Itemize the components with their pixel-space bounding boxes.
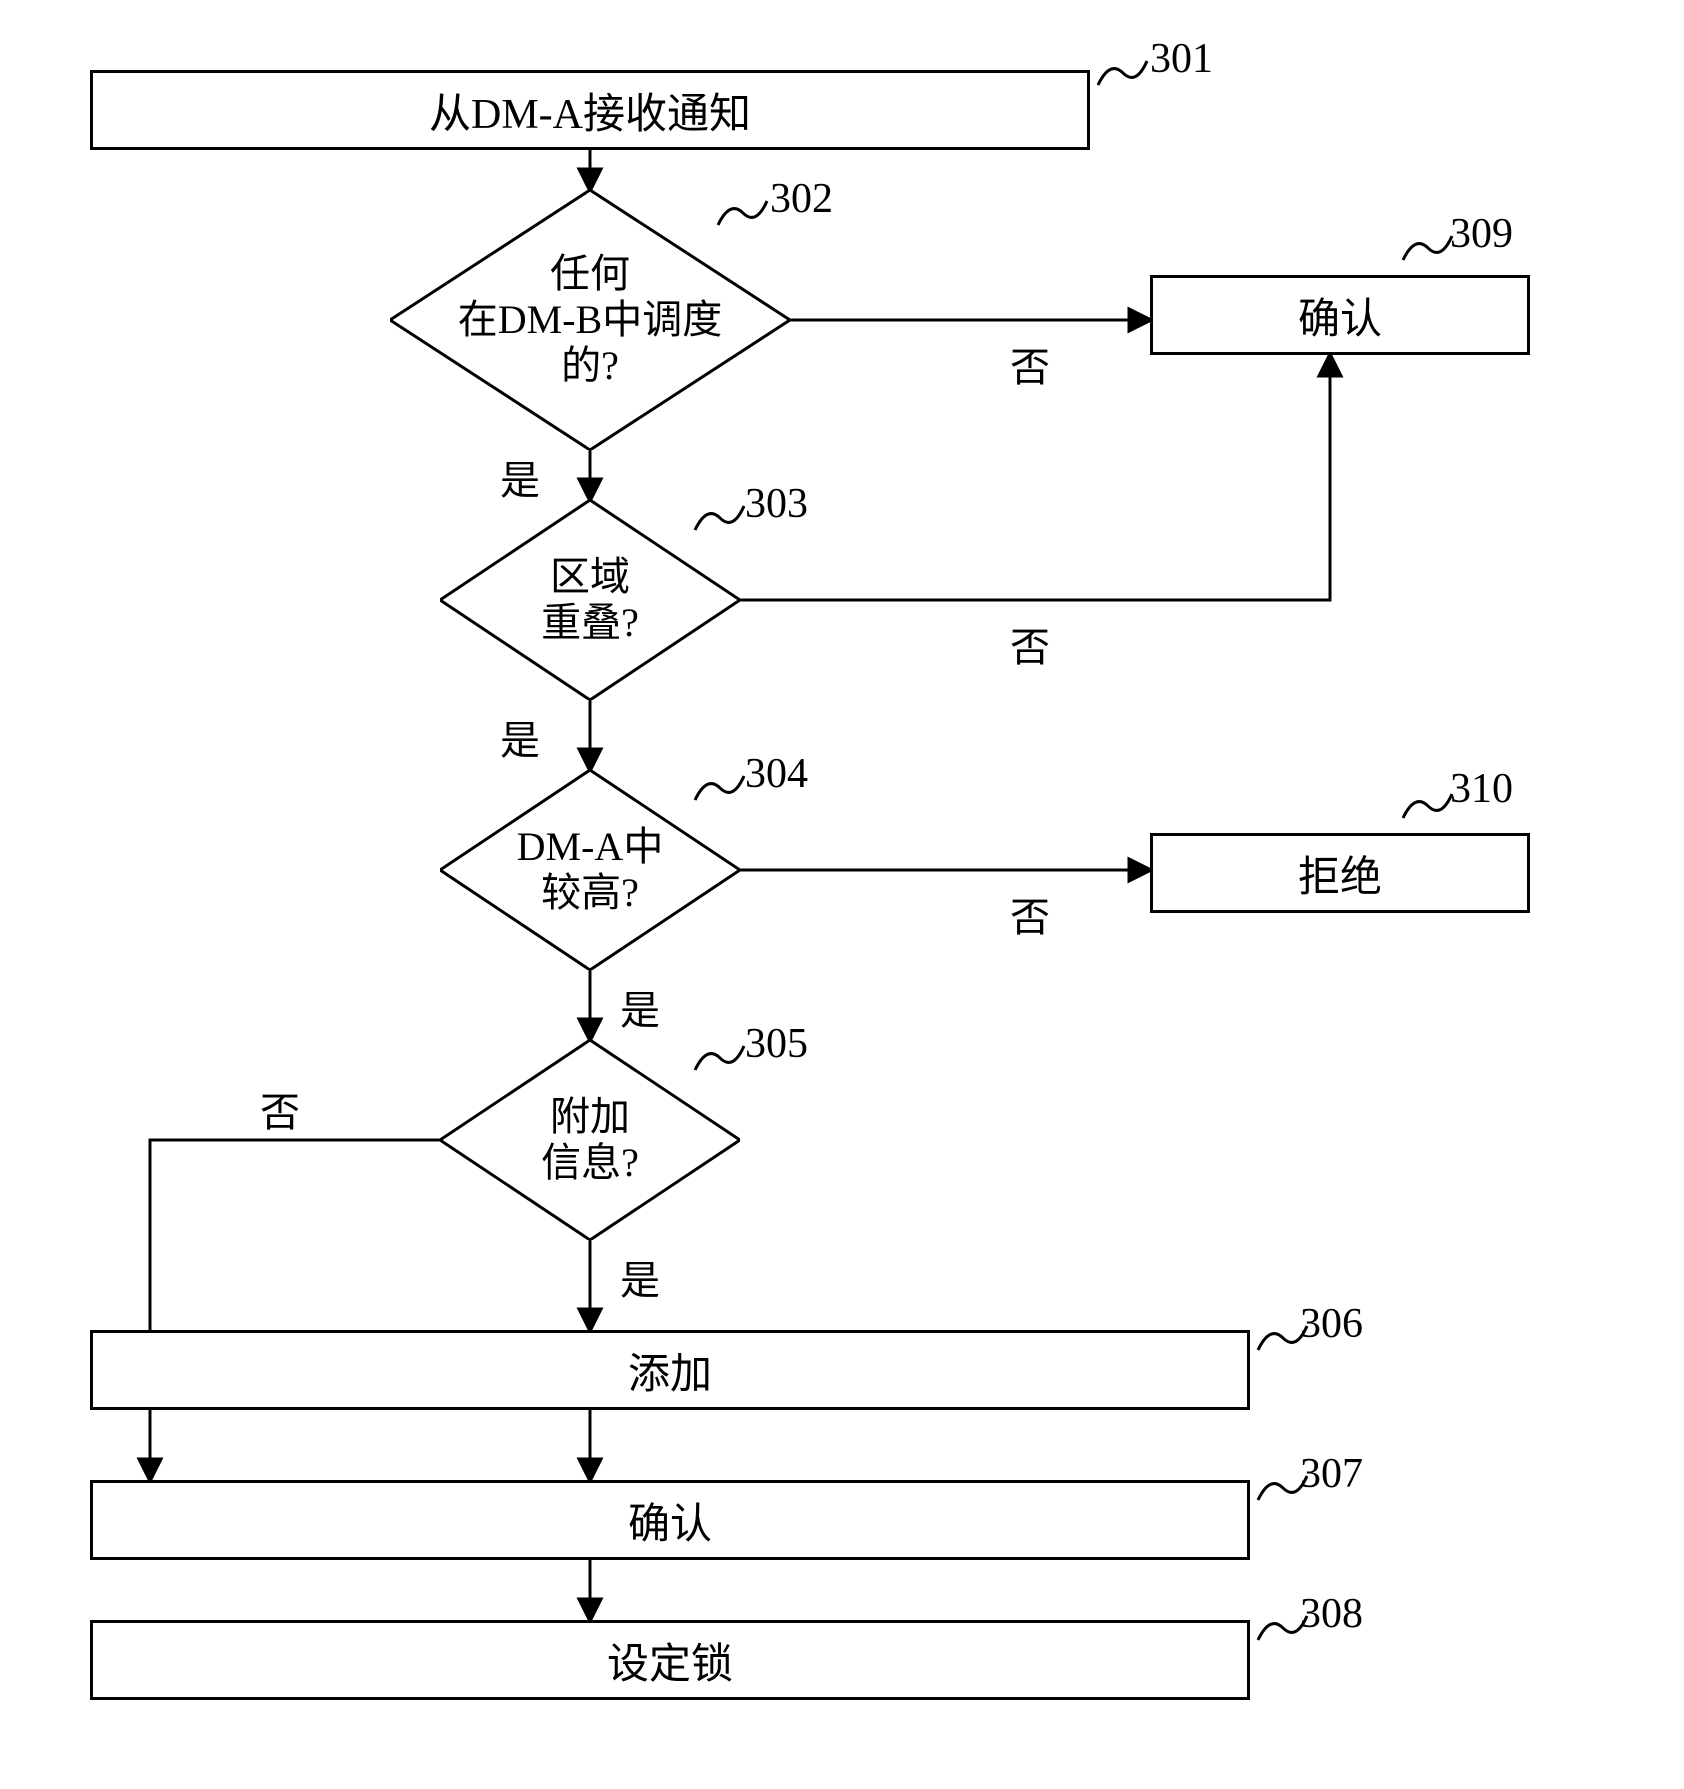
edge-label-n303-n309: 否 bbox=[1010, 615, 1050, 673]
ref-connector-n306 bbox=[1255, 1320, 1310, 1360]
ref-label-n305: 305 bbox=[745, 1020, 808, 1068]
ref-connector-n303 bbox=[692, 500, 747, 540]
ref-connector-n305 bbox=[692, 1040, 747, 1080]
node-text: 拒绝 bbox=[1298, 843, 1382, 904]
flowchart-process-n309: 确认 bbox=[1150, 275, 1530, 355]
node-text: 从DM-A接收通知 bbox=[429, 80, 751, 141]
edge-label-n305-n307: 否 bbox=[260, 1080, 300, 1138]
edge-label-n305-n306: 是 bbox=[620, 1248, 660, 1306]
edge-label-n302-n309: 否 bbox=[1010, 335, 1050, 393]
ref-label-n303: 303 bbox=[745, 480, 808, 528]
edge-label-n304-n305: 是 bbox=[620, 978, 660, 1036]
node-text: 添加 bbox=[628, 1340, 712, 1401]
flowchart-process-n301: 从DM-A接收通知 bbox=[90, 70, 1090, 150]
ref-label-n302: 302 bbox=[770, 175, 833, 223]
ref-connector-n302 bbox=[715, 195, 770, 235]
ref-connector-n307 bbox=[1255, 1470, 1310, 1510]
ref-label-n310: 310 bbox=[1450, 765, 1513, 813]
edge-label-n303-n304: 是 bbox=[500, 708, 540, 766]
ref-connector-n309 bbox=[1400, 230, 1455, 270]
flowchart-process-n306: 添加 bbox=[90, 1330, 1250, 1410]
node-text: 确认 bbox=[628, 1490, 712, 1551]
ref-label-n309: 309 bbox=[1450, 210, 1513, 258]
flowchart-process-n307: 确认 bbox=[90, 1480, 1250, 1560]
ref-connector-n308 bbox=[1255, 1610, 1310, 1650]
flowchart-process-n308: 设定锁 bbox=[90, 1620, 1250, 1700]
edge-label-n304-n310: 否 bbox=[1010, 885, 1050, 943]
ref-connector-n310 bbox=[1400, 788, 1455, 828]
ref-connector-n301 bbox=[1095, 55, 1150, 95]
ref-label-n304: 304 bbox=[745, 750, 808, 798]
flowchart-process-n310: 拒绝 bbox=[1150, 833, 1530, 913]
node-text: 确认 bbox=[1298, 285, 1382, 346]
ref-connector-n304 bbox=[692, 770, 747, 810]
edge-label-n302-n303: 是 bbox=[500, 448, 540, 506]
ref-label-n301: 301 bbox=[1150, 35, 1213, 83]
node-text: 设定锁 bbox=[607, 1630, 733, 1691]
edge-n305-n307 bbox=[150, 1140, 440, 1480]
